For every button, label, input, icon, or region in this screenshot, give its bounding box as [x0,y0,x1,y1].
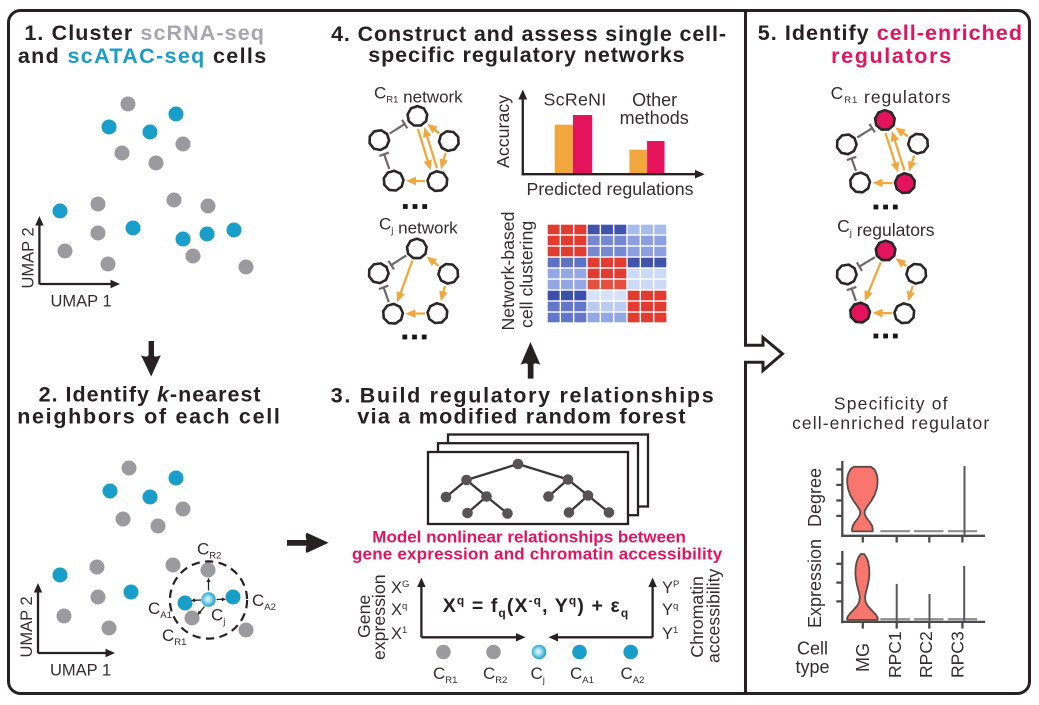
svg-text:Degree: Degree [805,468,825,527]
svg-text:Gene: Gene [354,595,374,638]
svg-text:Network-based: Network-based [498,212,518,331]
svg-text:ScReNI: ScReNI [543,90,606,110]
svg-text:specific regulatory networks: specific regulatory networks [368,43,685,67]
svg-text:RPC3: RPC3 [948,631,968,678]
svg-text:Other: Other [632,90,677,110]
svg-text:cell-enriched regulator: cell-enriched regulator [792,413,990,433]
svg-text:RPC2: RPC2 [916,631,936,678]
svg-text:UMAP 1: UMAP 1 [51,293,112,311]
svg-text:UMAP 2: UMAP 2 [20,227,38,288]
svg-text:5. Identify cell-enriched: 5. Identify cell-enriched [758,21,1023,45]
svg-text:regulators: regulators [831,44,953,68]
svg-text:UMAP 1: UMAP 1 [50,662,111,680]
svg-text:RPC1: RPC1 [885,631,905,678]
svg-text:accessibility: accessibility [704,568,724,663]
svg-text:Cj network: Cj network [379,215,458,238]
svg-text:expression: expression [369,574,389,660]
svg-text:Chromatin: Chromatin [687,576,707,658]
svg-text:Specificity of: Specificity of [834,394,949,414]
svg-text:Predicted regulations: Predicted regulations [526,179,693,199]
svg-text:gene expression and chromatin: gene expression and chromatin accessibil… [352,545,723,564]
svg-text:2. Identify k-nearest: 2. Identify k-nearest [39,383,262,407]
svg-text:Cell: Cell [797,639,828,659]
svg-text:cell clustering: cell clustering [516,221,536,328]
svg-text:Expression: Expression [805,539,825,628]
svg-text:Model nonlinear relationships: Model nonlinear relationships between [372,528,686,547]
svg-text:methods: methods [620,108,689,128]
svg-text:type: type [795,657,829,677]
svg-text:via a modified random forest: via a modified random forest [357,405,686,429]
svg-text:Accuracy: Accuracy [493,95,513,168]
svg-text:Cj: Cj [211,606,225,628]
svg-text:and scATAC-seq cells: and scATAC-seq cells [18,44,268,68]
svg-text:4. Construct and assess single: 4. Construct and assess single cell- [331,22,727,46]
svg-text:1. Cluster scRNA-seq: 1. Cluster scRNA-seq [24,21,265,45]
svg-text:Cj regulators: Cj regulators [837,216,935,240]
svg-text:neighbors of each cell: neighbors of each cell [17,405,281,429]
svg-text:Cj: Cj [531,664,545,686]
svg-text:UMAP 2: UMAP 2 [18,596,36,657]
svg-text:MG: MG [853,643,873,672]
svg-text:3. Build regulatory relationsh: 3. Build regulatory relationships [331,384,716,408]
